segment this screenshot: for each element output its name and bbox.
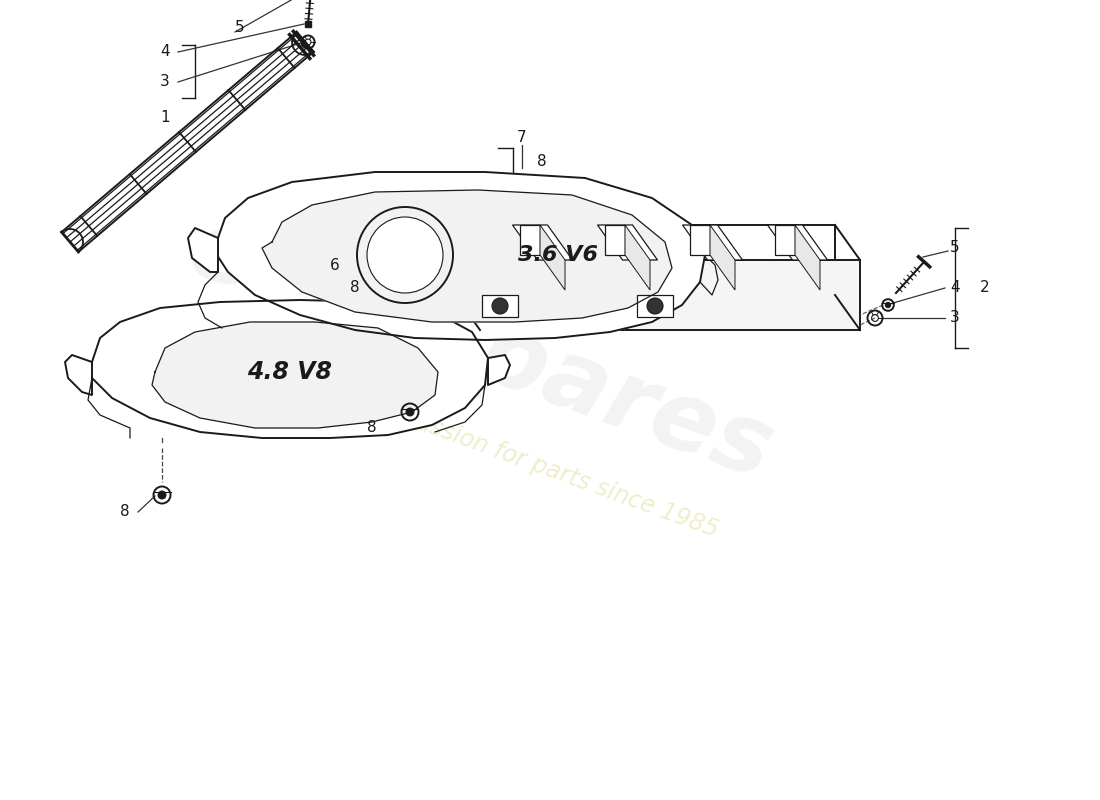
Polygon shape — [482, 295, 518, 317]
Text: a passion for parts since 1985: a passion for parts since 1985 — [378, 398, 722, 542]
Polygon shape — [710, 225, 735, 290]
Polygon shape — [214, 172, 705, 340]
Text: 5: 5 — [235, 21, 245, 35]
Polygon shape — [488, 355, 510, 385]
Polygon shape — [540, 225, 565, 290]
Polygon shape — [690, 225, 710, 255]
Text: 2: 2 — [980, 281, 990, 295]
Text: 4: 4 — [950, 281, 960, 295]
Polygon shape — [776, 225, 795, 255]
Polygon shape — [597, 225, 658, 260]
Polygon shape — [682, 225, 742, 260]
Polygon shape — [480, 260, 860, 330]
Polygon shape — [637, 295, 673, 317]
Polygon shape — [188, 228, 218, 272]
Text: 3.6 V6: 3.6 V6 — [518, 245, 598, 265]
Polygon shape — [605, 225, 625, 255]
Circle shape — [158, 491, 166, 499]
Text: 8: 8 — [120, 505, 130, 519]
Text: eurospares: eurospares — [175, 201, 785, 499]
Polygon shape — [768, 225, 827, 260]
Circle shape — [406, 408, 414, 416]
Text: 7: 7 — [517, 130, 527, 146]
Bar — [305, 21, 311, 27]
Circle shape — [647, 298, 663, 314]
Text: 4.8 V8: 4.8 V8 — [248, 360, 332, 384]
Polygon shape — [65, 355, 92, 395]
Text: 8: 8 — [350, 281, 360, 295]
Polygon shape — [795, 225, 820, 290]
Text: 8: 8 — [367, 421, 377, 435]
Text: 5: 5 — [950, 241, 960, 255]
Circle shape — [367, 217, 443, 293]
Polygon shape — [513, 225, 572, 260]
Polygon shape — [520, 225, 540, 255]
Text: 3: 3 — [161, 74, 169, 90]
Text: 4: 4 — [161, 45, 169, 59]
Polygon shape — [92, 300, 488, 438]
Polygon shape — [262, 190, 672, 322]
Polygon shape — [625, 225, 650, 290]
Text: 3: 3 — [950, 310, 960, 326]
Polygon shape — [152, 322, 438, 428]
Text: 1: 1 — [161, 110, 169, 126]
Text: 8: 8 — [537, 154, 547, 170]
Polygon shape — [455, 225, 835, 295]
Text: 6: 6 — [330, 258, 340, 273]
Circle shape — [492, 298, 508, 314]
Circle shape — [886, 302, 891, 307]
